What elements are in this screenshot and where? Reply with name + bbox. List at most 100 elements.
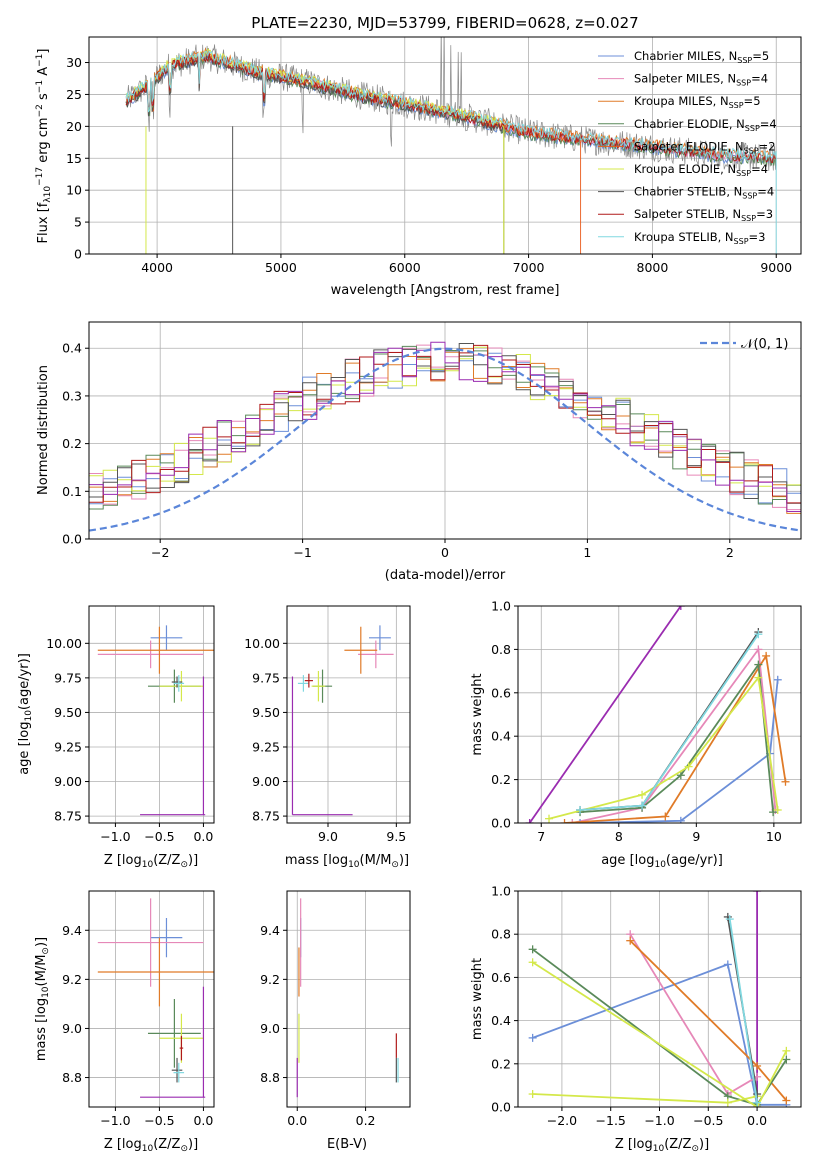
- y-tick-label: 9.4: [62, 923, 82, 938]
- plot-area: [89, 341, 801, 532]
- plus-marker: [753, 1098, 762, 1107]
- y-tick-label: 9.75: [54, 670, 82, 685]
- y-tick-label: 10: [66, 183, 82, 198]
- x-tick-label: 7: [537, 829, 545, 844]
- legend-entry: 𝒩(0, 1): [741, 337, 788, 352]
- weight-line-chabrier_miles: [532, 963, 787, 1106]
- y-tick-label: 20: [66, 119, 82, 134]
- y-tick-label: 0.0: [491, 816, 511, 831]
- observed-spectrum: [125, 37, 777, 172]
- x-axis-label: E(B-V): [327, 1137, 367, 1152]
- y-tick-label: 0.2: [491, 772, 511, 787]
- x-tick-label: 0: [441, 545, 449, 560]
- y-tick-label: 0.8: [491, 642, 511, 657]
- x-tick-label: −1.0: [100, 829, 130, 844]
- axes-frame: [88, 605, 215, 824]
- plus-marker: [684, 762, 693, 771]
- errorbar-point: [369, 625, 391, 651]
- x-tick-label: 8: [615, 829, 623, 844]
- x-tick-label: 0.0: [287, 1113, 307, 1128]
- axis-label: Flux [fλ10−17 erg cm−2 s−1 A−1]: [35, 49, 53, 244]
- x-tick-label: 4000: [141, 260, 173, 275]
- y-tick-label: 0.6: [491, 970, 511, 985]
- plot-area: [97, 898, 214, 1098]
- plus-marker: [528, 1090, 537, 1099]
- y-tick-label: 9.25: [54, 739, 82, 754]
- plus-marker: [773, 805, 782, 814]
- residual-histogram-panel: −2 −1 0 1 2 0.0 0.1 0.2 0.3 0.4 𝒩(0, 1) (data-model…: [36, 321, 802, 583]
- y-tick-label: 9.50: [252, 705, 280, 720]
- plus-marker: [576, 805, 585, 814]
- axis-label: mass [log10(M/M⊙)]: [34, 937, 51, 1061]
- errorbar-point: [179, 1035, 184, 1061]
- y-tick-label: 8.75: [252, 809, 280, 824]
- x-tick-label: −1.5: [596, 1113, 626, 1128]
- errorbar-point: [173, 675, 185, 692]
- plus-marker: [769, 808, 778, 817]
- plus-marker: [528, 1033, 537, 1042]
- y-tick-label: 0.1: [62, 484, 82, 499]
- plus-marker: [723, 960, 732, 969]
- axes-frame: [517, 605, 802, 824]
- axis-label: Z [log10(Z/Z⊙)]: [615, 1137, 709, 1154]
- x-tick-label: 9.5: [386, 829, 406, 844]
- errorbar-point: [358, 640, 394, 669]
- x-tick-label: 10: [766, 829, 782, 844]
- legend-entry: Kroupa MILES, NSSP=5: [634, 94, 761, 110]
- x-tick-label: 9000: [760, 260, 792, 275]
- y-tick-label: 0.0: [491, 1100, 511, 1115]
- y-tick-label: 0.4: [491, 1013, 511, 1028]
- errorbar-point: [147, 999, 201, 1068]
- weight-line-chabrier_elodie: [532, 948, 788, 1106]
- plus-marker: [773, 675, 782, 684]
- x-tick-label: 0.2: [356, 1113, 376, 1128]
- x-tick-label: 0.0: [193, 1113, 213, 1128]
- y-tick-label: 9.00: [252, 774, 280, 789]
- y-tick-label: 9.2: [260, 972, 280, 987]
- plus-marker: [762, 651, 771, 660]
- errorbar-point: [97, 937, 214, 1007]
- plus-marker: [725, 915, 734, 924]
- y-tick-label: 25: [66, 87, 82, 102]
- errorbar-point: [150, 625, 183, 651]
- y-tick-label: 1.0: [491, 599, 511, 614]
- histogram-purple: [89, 341, 801, 512]
- plus-marker: [545, 814, 554, 823]
- y-tick-label: 9.0: [62, 1021, 82, 1036]
- x-tick-label: 8000: [637, 260, 669, 275]
- errorbar-point: [97, 898, 204, 987]
- plus-marker: [723, 1098, 732, 1107]
- y-tick-label: 0.4: [62, 341, 82, 356]
- weight-line-kroupa_miles: [564, 653, 787, 823]
- plot-area: [97, 625, 214, 816]
- axis-label: age [log10(age/yr)]: [601, 853, 723, 870]
- y-tick-label: 30: [66, 55, 82, 70]
- age-vs-metallicity-panel: −1.0 −0.5 0.0 8.75 9.00 9.25 9.50 9.75 10.00 Z [l…: [17, 605, 215, 870]
- age-vs-mass-panel: 9.0 9.5 8.75 9.00 9.25 9.50 9.75 10.00 mass [log…: [244, 605, 411, 870]
- mass-weight-vs-metallicity-panel: −2.0 −1.5 −1.0 −0.5 0.0 0.0 0.2 0.4 0.6 0.8 1.0 Z […: [470, 884, 802, 1154]
- histogram-salpeter_stelib: [89, 344, 801, 504]
- y-tick-label: 9.0: [260, 1021, 280, 1036]
- x-tick-label: −0.5: [144, 1113, 174, 1128]
- plus-marker: [754, 630, 763, 639]
- x-tick-label: 0.0: [193, 829, 213, 844]
- weight-line-chabrier_miles: [579, 679, 779, 823]
- mass-vs-extinction-panel: 0.0 0.2 8.8 9.0 9.2 9.4 E(B-V): [260, 890, 411, 1152]
- plot-area: [525, 606, 790, 823]
- x-tick-label: 6000: [389, 260, 421, 275]
- errorbar-point: [311, 670, 326, 702]
- model-spectrum-chabrier_stelib: [125, 55, 505, 254]
- x-tick-label: −1: [293, 545, 311, 560]
- plot-area: [291, 625, 394, 816]
- legend-entry: Salpeter MILES, NSSP=4: [634, 72, 768, 88]
- weight-line-kroupa_elodie: [532, 961, 788, 1107]
- legend-entry: Kroupa ELODIE, NSSP=4: [634, 162, 768, 178]
- weight-line-kroupa_elodie: [548, 675, 779, 820]
- errorbar-point: [291, 676, 353, 816]
- plus-marker: [781, 777, 790, 786]
- plus-marker: [576, 819, 585, 823]
- errorbar-point: [173, 1062, 185, 1083]
- x-tick-label: 0.0: [747, 1113, 767, 1128]
- plot-area: [125, 37, 777, 254]
